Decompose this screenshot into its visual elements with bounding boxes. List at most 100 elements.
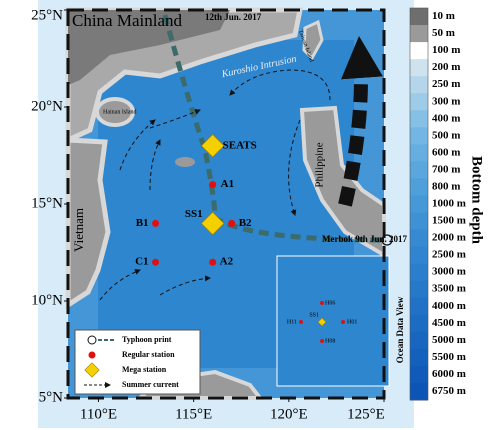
colorbar-swatch bbox=[410, 195, 428, 214]
colorbar-swatch bbox=[410, 331, 428, 350]
y-tick-label: 25°N bbox=[31, 7, 63, 23]
label: Philippine bbox=[314, 142, 326, 187]
colorbar-label: 500 m bbox=[432, 129, 460, 141]
taiwan-land bbox=[302, 19, 324, 61]
colorbar-label: 300 m bbox=[432, 95, 460, 107]
colorbar-label: 6000 m bbox=[432, 368, 466, 380]
colorbar-label: 3000 m bbox=[432, 266, 466, 278]
colorbar-swatch bbox=[410, 76, 428, 94]
regular-station bbox=[88, 351, 96, 359]
inset-label: SS1 bbox=[309, 312, 319, 318]
colorbar-swatch bbox=[410, 93, 428, 111]
y-tick-label: 5°N bbox=[39, 389, 63, 405]
station-label: A2 bbox=[220, 256, 234, 268]
legend-label: Mega station bbox=[122, 365, 167, 374]
inset-label: H06 bbox=[325, 300, 335, 306]
colorbar-label: 3500 m bbox=[432, 283, 466, 295]
label: Hainan Island bbox=[103, 109, 137, 115]
colorbar-label: 1000 m bbox=[432, 198, 466, 210]
x-tick-label: 110°E bbox=[80, 406, 117, 422]
label: Vietnam bbox=[71, 208, 86, 252]
legend-label: Summer current bbox=[122, 380, 179, 389]
inset-label: H08 bbox=[325, 338, 335, 344]
inset-label: H01 bbox=[347, 319, 357, 325]
mega-station bbox=[84, 362, 100, 378]
inset-label: H11 bbox=[287, 319, 297, 325]
colorbar-label: 400 m bbox=[432, 112, 460, 124]
label: China Mainland bbox=[72, 11, 183, 30]
regular-station bbox=[299, 320, 303, 324]
y-tick-label: 15°N bbox=[31, 195, 63, 211]
label: 12th Jun. 2017 bbox=[205, 12, 262, 22]
regular-station bbox=[228, 219, 236, 227]
colorbar-label: 1500 m bbox=[432, 215, 466, 227]
legend-symbol bbox=[87, 335, 97, 345]
regular-station bbox=[341, 320, 345, 324]
colorbar-label: 10 m bbox=[432, 10, 455, 22]
colorbar-label: 5500 m bbox=[432, 351, 466, 363]
station-label: C1 bbox=[135, 256, 148, 268]
colorbar-swatch bbox=[410, 263, 428, 282]
colorbar-swatch bbox=[410, 229, 428, 248]
colorbar-label: 6750 m bbox=[432, 385, 466, 397]
colorbar-swatch bbox=[410, 280, 428, 299]
station-label: B2 bbox=[239, 217, 252, 229]
colorbar-swatch bbox=[410, 25, 428, 43]
colorbar-label: 4000 m bbox=[432, 300, 466, 312]
current-arrow bbox=[99, 269, 141, 301]
x-tick-label: 120°E bbox=[270, 406, 308, 422]
current-arrow bbox=[159, 275, 211, 296]
current-arrow bbox=[119, 119, 156, 171]
colorbar-swatch bbox=[410, 246, 428, 265]
colorbar-swatch bbox=[410, 110, 428, 128]
inset-frame bbox=[276, 255, 390, 387]
kuroshio-arrow bbox=[338, 36, 383, 207]
typhoon-track bbox=[162, 14, 386, 243]
colorbar-label: 2500 m bbox=[432, 249, 466, 261]
current-arrow bbox=[229, 69, 331, 101]
y-tick-label: 20°N bbox=[31, 98, 63, 114]
watermark: Ocean Data View bbox=[395, 296, 405, 363]
station-label: SEATS bbox=[223, 139, 257, 151]
islet bbox=[175, 157, 195, 167]
y-tick-label: 10°N bbox=[31, 292, 63, 308]
mega-station bbox=[201, 211, 225, 236]
colorbar-swatch bbox=[410, 144, 428, 162]
colorbar-label: 800 m bbox=[432, 180, 460, 192]
china-high bbox=[68, 10, 230, 85]
map-area: China Mainland 12th Jun. 2017 Kuroshio I… bbox=[38, 0, 414, 428]
station-label: B1 bbox=[136, 217, 149, 229]
x-tick-label: 125°E bbox=[347, 406, 385, 422]
colorbar-swatch bbox=[410, 127, 428, 145]
regular-station bbox=[209, 181, 217, 189]
colorbar-swatch bbox=[410, 314, 428, 333]
legend-label: Typhoon print bbox=[122, 335, 172, 344]
station-label: SS1 bbox=[185, 208, 203, 220]
legend: Typhoon print Regular station Mega station… bbox=[74, 329, 201, 395]
regular-station bbox=[209, 258, 217, 266]
colorbar-label: 100 m bbox=[432, 44, 460, 56]
colorbar-swatch bbox=[410, 297, 428, 316]
colorbar-label: 2000 m bbox=[432, 232, 466, 244]
colorbar-swatch bbox=[410, 178, 428, 196]
colorbar-label: 600 m bbox=[432, 146, 460, 158]
colorbar-swatch bbox=[410, 42, 428, 60]
colorbar-label: 700 m bbox=[432, 163, 460, 175]
colorbar-swatch bbox=[410, 365, 428, 384]
colorbar-label: 50 m bbox=[432, 27, 455, 39]
colorbar-frame bbox=[409, 7, 429, 401]
colorbar-swatch bbox=[410, 382, 428, 401]
regular-station bbox=[152, 258, 160, 266]
colorbar-swatch bbox=[410, 8, 428, 26]
colorbar-title: Bottom depth bbox=[469, 156, 485, 245]
colorbar-swatch bbox=[410, 161, 428, 179]
current-arrow bbox=[288, 119, 301, 216]
x-tick-label: 115°E bbox=[175, 406, 212, 422]
station-label: A1 bbox=[221, 178, 234, 190]
mega-station bbox=[201, 134, 225, 158]
inset: H06 H11 SS1 H01 H08 bbox=[276, 255, 390, 387]
regular-station bbox=[320, 339, 324, 343]
label: Merbok 9th Jun. 2017 bbox=[322, 234, 408, 244]
mega-station bbox=[317, 317, 327, 327]
